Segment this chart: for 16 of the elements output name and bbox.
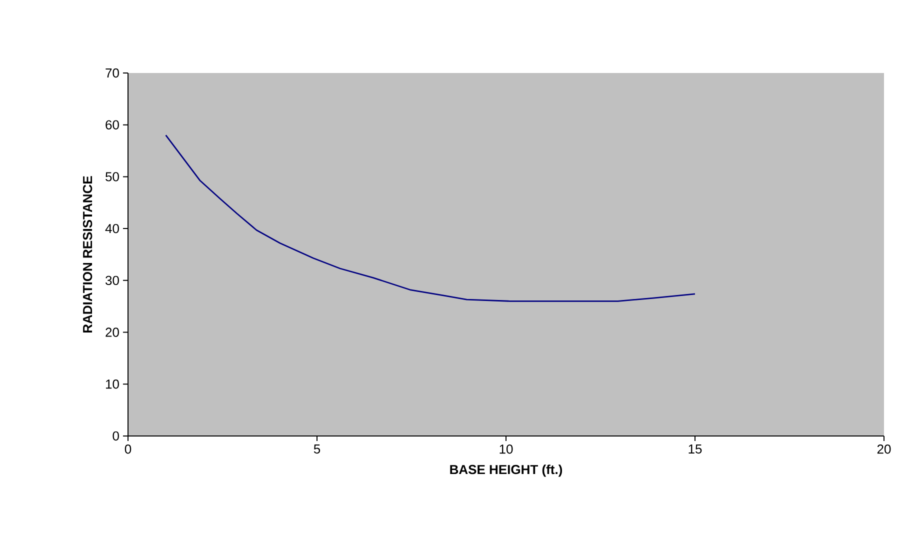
y-tick-label: 20 [106, 328, 119, 337]
y-tick-label: 40 [105, 224, 119, 234]
y-tick-label: 50 [106, 172, 119, 182]
y-tick-label: 60 [106, 120, 119, 130]
x-tick-label: 0 [124, 444, 132, 454]
x-tick-label: 15 [688, 444, 702, 454]
x-tick-label: 5 [314, 444, 320, 454]
x-axis-title: BASE HEIGHT (ft.) [450, 464, 562, 477]
y-tick-label: 70 [106, 68, 119, 78]
y-tick-label: 30 [106, 276, 119, 286]
y-axis-title: RADIATION RESISTANCE [82, 176, 92, 332]
x-tick-label: 10 [500, 444, 513, 454]
line-series [165, 134, 696, 302]
y-tick-label: 10 [106, 380, 119, 389]
x-tick-label: 20 [877, 444, 891, 454]
y-tick-label: 0 [112, 431, 119, 441]
